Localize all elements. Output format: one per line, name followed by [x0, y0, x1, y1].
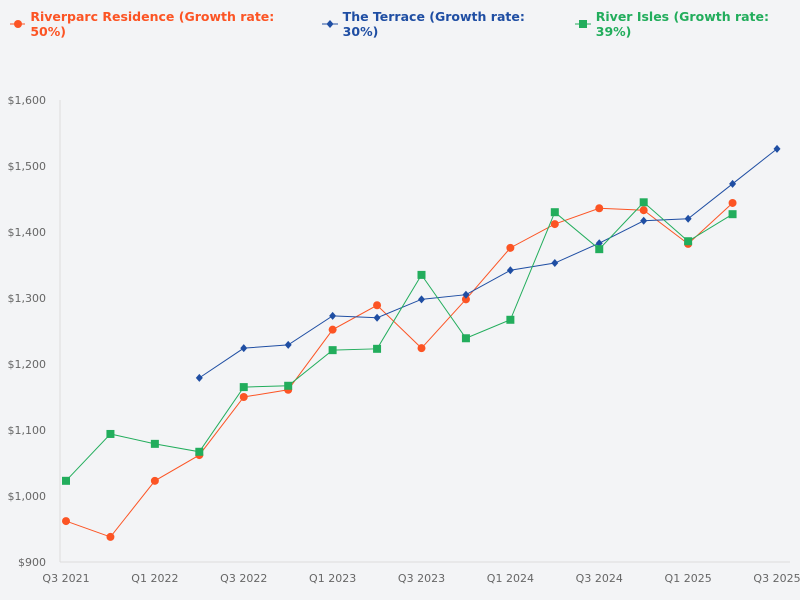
x-tick-label: Q1 2022 — [131, 572, 178, 585]
x-tick-label: Q3 2021 — [42, 572, 89, 585]
series-line — [65, 201, 733, 482]
x-tick-label: Q1 2023 — [309, 572, 356, 585]
x-tick-label: Q3 2025 — [753, 572, 800, 585]
data-point — [373, 301, 382, 310]
y-tick-label: $1,100 — [8, 424, 47, 437]
data-point — [417, 344, 426, 353]
data-point — [328, 325, 337, 334]
legend-item[interactable]: Riverparc Residence (Growth rate: 50%) — [10, 9, 302, 39]
data-point — [729, 179, 737, 188]
data-point — [728, 198, 737, 207]
data-point — [195, 373, 203, 382]
data-point — [684, 214, 692, 223]
x-tick-label: Q3 2022 — [220, 572, 267, 585]
data-point — [550, 220, 559, 229]
data-point — [150, 439, 159, 448]
data-point — [462, 290, 470, 299]
data-point — [595, 245, 604, 254]
data-point — [373, 313, 381, 322]
data-point — [639, 198, 648, 207]
data-point — [595, 204, 604, 213]
data-point — [106, 532, 115, 541]
data-point — [284, 381, 293, 390]
data-point — [506, 315, 515, 324]
legend-item[interactable]: The Terrace (Growth rate: 30%) — [322, 9, 555, 39]
y-tick-label: $1,300 — [8, 292, 47, 305]
y-tick-label: $900 — [18, 556, 46, 569]
circle-marker-icon — [10, 20, 26, 28]
data-point — [551, 259, 559, 268]
y-tick-label: $1,500 — [8, 160, 47, 173]
data-point — [239, 393, 248, 401]
legend-item[interactable]: River Isles (Growth rate: 39%) — [575, 9, 800, 39]
x-tick-label: Q3 2023 — [398, 572, 445, 585]
data-point — [284, 340, 292, 349]
data-point — [773, 144, 781, 153]
data-point — [373, 344, 382, 353]
series-line — [199, 148, 778, 379]
data-point — [461, 295, 470, 304]
data-point — [684, 237, 693, 246]
legend: Riverparc Residence (Growth rate: 50%) Th… — [10, 9, 800, 39]
data-point — [62, 476, 70, 485]
data-point — [550, 208, 559, 217]
data-point — [329, 311, 337, 320]
diamond-marker-icon — [322, 20, 338, 28]
y-tick-label: $1,200 — [8, 358, 47, 371]
data-point — [195, 447, 204, 456]
y-tick-label: $1,000 — [8, 490, 47, 503]
legend-label: Riverparc Residence (Growth rate: 50%) — [30, 9, 275, 39]
data-point — [506, 243, 515, 252]
data-point — [239, 383, 248, 392]
data-point — [328, 346, 337, 355]
data-point — [506, 266, 514, 275]
data-point — [240, 344, 248, 353]
y-tick-label: $1,600 — [8, 94, 47, 107]
data-point — [106, 429, 115, 438]
legend-label: The Terrace (Growth rate: 30%) — [342, 9, 525, 39]
data-point — [728, 210, 737, 219]
square-marker-icon — [575, 20, 591, 28]
data-point — [417, 270, 426, 279]
data-point — [639, 206, 648, 215]
data-point — [640, 216, 648, 225]
data-point — [418, 295, 425, 304]
data-point — [62, 517, 70, 526]
series-line — [65, 202, 733, 538]
y-tick-label: $1,400 — [8, 226, 47, 239]
x-tick-label: Q1 2024 — [487, 572, 534, 585]
data-point — [150, 476, 159, 485]
x-tick-label: Q1 2025 — [665, 572, 712, 585]
data-point — [461, 334, 470, 343]
x-tick-label: Q3 2024 — [576, 572, 623, 585]
legend-label: River Isles (Growth rate: 39%) — [595, 9, 770, 39]
